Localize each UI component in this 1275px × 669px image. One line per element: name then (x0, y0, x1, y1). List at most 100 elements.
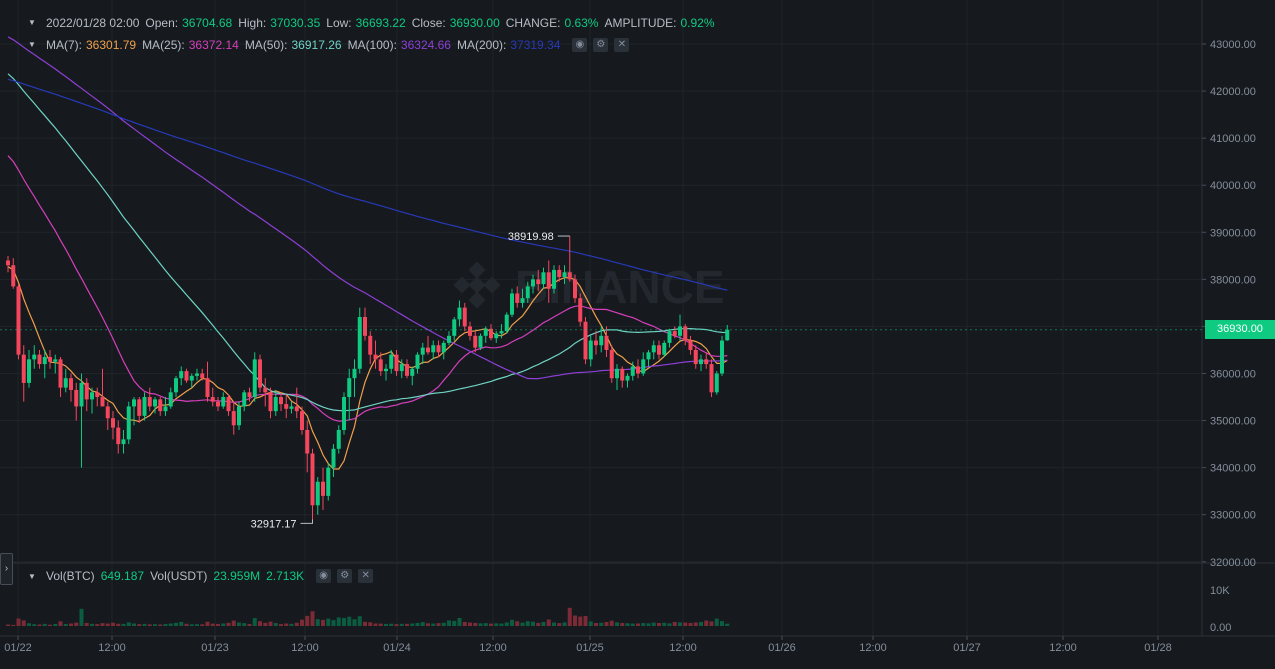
ma-collapse-icon[interactable]: ▼ (28, 40, 36, 49)
volume-bar (195, 624, 199, 626)
candle-body (158, 399, 163, 412)
ma200-label: MA(200): (456, 38, 507, 52)
volume-bar (683, 622, 688, 626)
time-axis-label: 12:00 (98, 642, 126, 654)
candle-body (368, 335, 373, 355)
candle (473, 331, 478, 353)
candle (95, 387, 100, 407)
candle (21, 345, 26, 402)
candle-body (347, 378, 352, 398)
volume-bar (489, 623, 493, 626)
candle (310, 448, 315, 520)
volume-bar (32, 624, 37, 626)
candle (573, 274, 577, 303)
candle-body (263, 387, 268, 393)
candle-body (357, 317, 362, 369)
amplitude-label: AMPLITUDE: (604, 16, 677, 30)
ma-settings-icon[interactable]: ⚙ (593, 38, 609, 52)
volume-bar (305, 615, 310, 626)
candle-body (405, 364, 409, 376)
ma100-value: 36324.66 (400, 38, 451, 52)
candle (688, 335, 693, 355)
volume-bar (384, 623, 388, 626)
candle (84, 378, 89, 412)
volume-axis-label: 0.00 (1210, 622, 1231, 634)
open-value: 36704.68 (182, 16, 233, 30)
candle-body (184, 371, 189, 381)
vol-collapse-icon[interactable]: ▼ (28, 572, 36, 581)
volume-bar (525, 621, 530, 626)
candle (100, 368, 105, 407)
grid (0, 0, 1202, 635)
ma200-value: 37319.34 (510, 38, 561, 52)
volume-bar (625, 623, 630, 626)
candle (636, 359, 640, 379)
candle (174, 375, 178, 398)
ma-visibility-icon[interactable]: ◉ (572, 38, 588, 52)
candle-body (688, 340, 693, 350)
ma100-line (7, 36, 728, 380)
candle-body (231, 411, 236, 426)
candle-body (132, 399, 136, 407)
volume-bar (578, 616, 583, 626)
volume-bar (48, 624, 52, 626)
candle (405, 359, 409, 379)
volume-bar (184, 623, 189, 626)
candle-body (100, 397, 105, 407)
volume-bar (604, 622, 609, 626)
candle (525, 281, 530, 303)
price-axis-label: 40000.00 (1210, 180, 1256, 192)
candle-body (137, 399, 142, 416)
candle-body (74, 389, 79, 407)
candle-body (90, 392, 94, 400)
volume-bar (79, 608, 84, 626)
volume-bar (431, 623, 436, 626)
volume-bar (667, 623, 672, 626)
candle-body (84, 382, 89, 400)
volume-bar (541, 622, 546, 626)
candle-body (489, 328, 493, 339)
volume-bar (399, 623, 404, 626)
volume-bar (168, 623, 173, 626)
candle-body (174, 378, 178, 393)
vol-visibility-icon[interactable]: ◉ (316, 569, 332, 583)
candle (588, 335, 593, 367)
expand-panel-button[interactable]: › (0, 553, 13, 585)
volume-legend: Vol(BTC) 649.187 Vol(USDT) 23.959M 2.713… (46, 569, 374, 583)
candle (494, 331, 499, 343)
candle-body (79, 382, 84, 407)
candle (599, 326, 604, 353)
volume-bar (699, 621, 703, 626)
candle (331, 444, 336, 478)
candle-body (63, 378, 68, 388)
candle (468, 321, 472, 341)
logo-diamond (468, 276, 486, 294)
volume-bar (137, 624, 142, 626)
candle (483, 326, 488, 343)
candle-body (258, 359, 262, 388)
candle (441, 340, 446, 360)
ma50-line (7, 73, 728, 412)
candle (536, 269, 541, 292)
volume-bar (562, 622, 567, 626)
ma100-label: MA(100): (347, 38, 397, 52)
candle (336, 425, 341, 454)
candle (368, 331, 373, 365)
ma-close-icon[interactable]: ✕ (614, 38, 630, 52)
volume-bar (615, 622, 619, 626)
vol-btc-label: Vol(BTC) (46, 569, 95, 583)
candle-body (216, 401, 220, 407)
vol-settings-icon[interactable]: ⚙ (337, 569, 353, 583)
legend-collapse-icon[interactable]: ▼ (28, 18, 36, 27)
candle (179, 366, 184, 386)
candle (347, 368, 352, 421)
candle-body (567, 272, 572, 280)
volume-bar (347, 616, 352, 626)
vol-close-icon[interactable]: ✕ (358, 569, 374, 583)
volume-bar (189, 624, 194, 626)
volume-bar (462, 621, 467, 626)
ma25-value: 36372.14 (188, 38, 239, 52)
price-axis-label: 35000.00 (1210, 416, 1256, 428)
candle (352, 359, 357, 398)
